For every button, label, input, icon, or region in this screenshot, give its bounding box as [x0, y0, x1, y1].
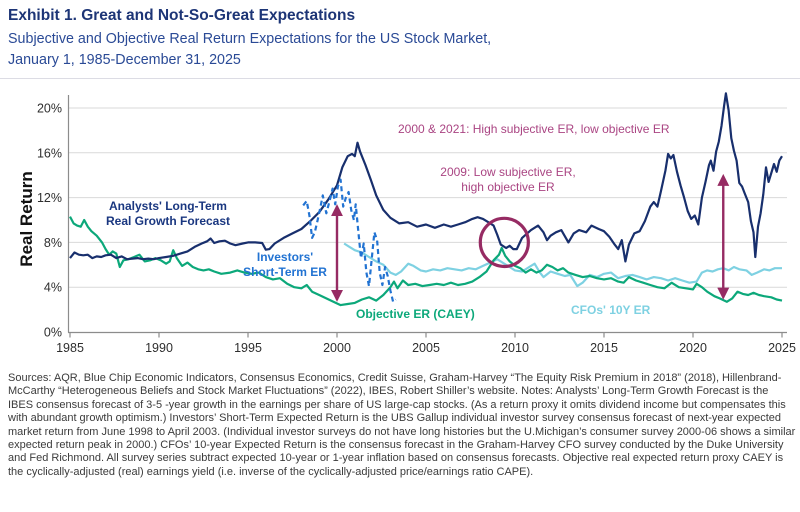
x-tick-label-1995: 1995 — [234, 341, 262, 355]
x-tick-label-2015: 2015 — [590, 341, 618, 355]
y-tick-label-16%: 16% — [37, 146, 62, 160]
annotation-2000-2021: 2000 & 2021: High subjective ER, low obj… — [398, 122, 670, 136]
label-investors-short-term: Investors' Short-Term ER — [243, 250, 327, 279]
y-tick-label-20%: 20% — [37, 102, 62, 116]
x-tick-label-2020: 2020 — [679, 341, 707, 355]
annotation-2009: 2009: Low subjective ER, high objective … — [440, 165, 576, 194]
annotation-shapes — [331, 173, 730, 302]
series-lines — [69, 92, 783, 307]
y-tick-label-4%: 4% — [44, 281, 62, 295]
header-divider — [0, 78, 800, 79]
y-tick-label-8%: 8% — [44, 236, 62, 250]
x-tick-label-1990: 1990 — [145, 341, 173, 355]
x-tick-label-1985: 1985 — [56, 341, 84, 355]
tick-labels: 1985 1990 1995 2000 2005 2010 2015 2020 2025 0% 4%… — [37, 102, 796, 356]
x-tick-label-2005: 2005 — [412, 341, 440, 355]
label-objective-er-caey: Objective ER (CAEY) — [356, 307, 475, 321]
series-line-investors — [302, 178, 397, 303]
x-tick-label-2025: 2025 — [768, 341, 796, 355]
y-axis-title: Real Return — [17, 171, 36, 267]
series-line-analysts — [69, 92, 783, 263]
axes — [67, 95, 787, 338]
y-tick-label-12%: 12% — [37, 191, 62, 205]
x-tick-label-2000: 2000 — [323, 341, 351, 355]
source-notes: Sources: AQR, Blue Chip Economic Indicat… — [8, 372, 796, 478]
y-tick-label-0%: 0% — [44, 326, 62, 340]
page-subtitle: Subjective and Objective Real Return Exp… — [8, 31, 492, 68]
label-cfos-10y-er: CFOs' 10Y ER — [571, 303, 651, 317]
label-analysts-long-term: Analysts' Long-Term Real Growth Forecast — [105, 199, 231, 228]
page-title: Exhibit 1. Great and Not-So-Great Expect… — [8, 7, 356, 24]
x-tick-label-2010: 2010 — [501, 341, 529, 355]
series-line-cfos — [343, 242, 782, 288]
series-line-objective — [69, 216, 783, 307]
highlight-circle-2009 — [478, 216, 530, 269]
